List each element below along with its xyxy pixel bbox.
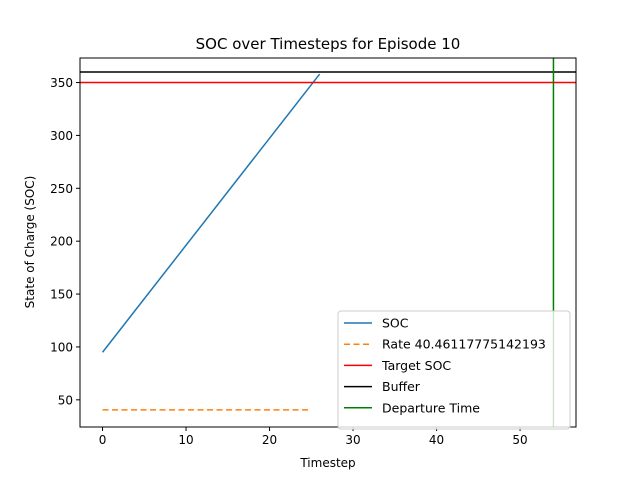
x-tick-label: 10 — [178, 433, 193, 447]
plot-area — [80, 58, 576, 427]
y-tick-label: 100 — [50, 340, 73, 354]
x-tick-label: 50 — [512, 433, 527, 447]
x-axis: 0 10 20 30 40 50 — [99, 427, 528, 447]
legend: SOC Rate 40.46117775142193 Target SOC Buffe… — [337, 310, 571, 430]
y-axis: 50 100 150 200 250 300 350 — [50, 76, 80, 407]
y-tick-label: 350 — [50, 76, 73, 90]
x-tick-label: 30 — [345, 433, 360, 447]
series-line-0 — [101, 73, 321, 353]
y-axis-label: State of Charge (SOC) — [23, 176, 37, 309]
y-tick-label: 50 — [58, 393, 73, 407]
x-tick-label: 20 — [262, 433, 277, 447]
chart-title: SOC over Timesteps for Episode 10 — [196, 35, 461, 53]
y-tick-label: 150 — [50, 288, 73, 302]
legend-label-buffer: Buffer — [382, 379, 421, 394]
legend-label-departure-time: Departure Time — [382, 400, 480, 415]
y-tick-label: 300 — [50, 129, 73, 143]
x-tick-label: 40 — [429, 433, 444, 447]
y-tick-label: 200 — [50, 235, 73, 249]
x-axis-label: Timestep — [299, 456, 355, 470]
legend-label-soc: SOC — [382, 316, 409, 331]
x-tick-label: 0 — [99, 433, 107, 447]
legend-box — [337, 310, 571, 430]
legend-label-rate-40-46117775142193: Rate 40.46117775142193 — [382, 337, 546, 352]
plot-frame — [79, 57, 577, 428]
y-tick-label: 250 — [50, 182, 73, 196]
legend-label-target-soc: Target SOC — [381, 358, 451, 373]
